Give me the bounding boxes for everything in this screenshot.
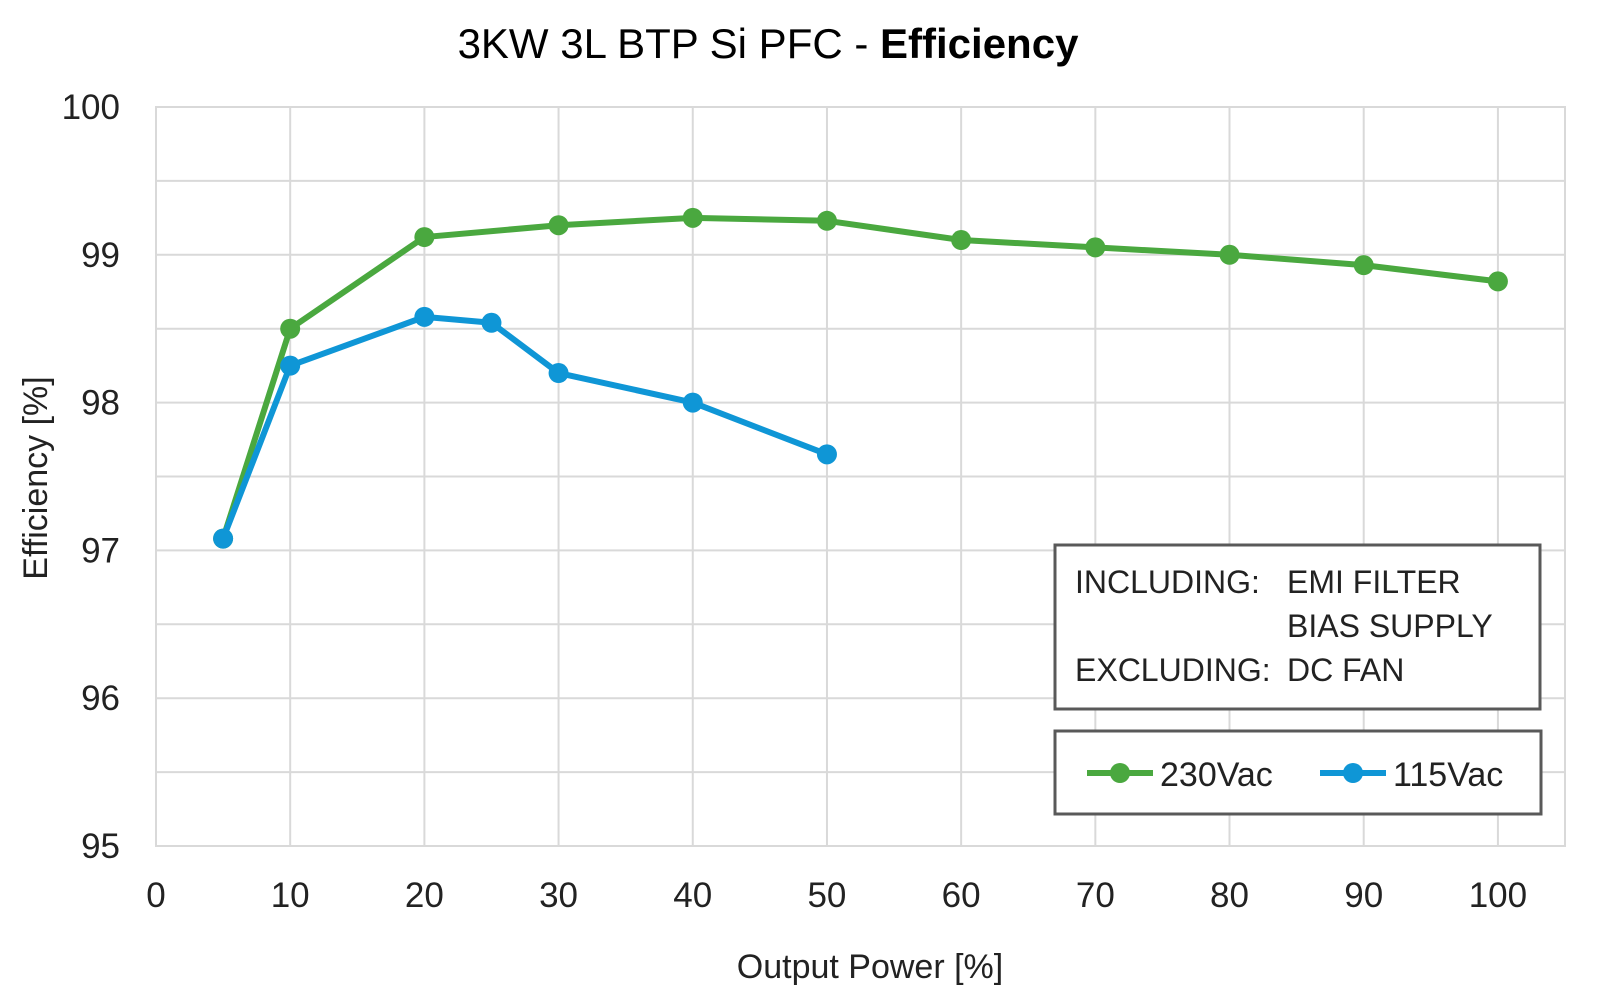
data-point-230vac bbox=[1487, 271, 1508, 292]
x-tick-label: 20 bbox=[405, 876, 444, 915]
x-tick-label: 30 bbox=[539, 876, 578, 915]
annotation-box: INCLUDING: EMI FILTER BIAS SUPPLY EXCLUD… bbox=[1053, 543, 1542, 711]
legend: 230Vac 115Vac bbox=[1053, 729, 1543, 816]
data-point-115vac bbox=[414, 306, 435, 327]
x-tick-labels: 0 10 20 30 40 50 60 70 80 90 100 bbox=[146, 876, 1527, 915]
chart-title-emphasis: Efficiency bbox=[880, 20, 1079, 67]
excluding-label: EXCLUDING: bbox=[1075, 652, 1271, 688]
data-point-115vac bbox=[481, 312, 502, 333]
data-point-230vac bbox=[816, 210, 837, 231]
annotation-frame bbox=[1053, 543, 1542, 711]
legend-label-115vac: 115Vac bbox=[1393, 756, 1503, 794]
data-point-115vac bbox=[213, 528, 234, 549]
including-label: INCLUDING: bbox=[1075, 564, 1260, 600]
x-tick-label: 100 bbox=[1469, 876, 1527, 915]
y-tick-label: 99 bbox=[81, 236, 120, 275]
y-tick-labels: 95 96 97 98 99 100 bbox=[62, 88, 120, 866]
x-tick-label: 90 bbox=[1344, 876, 1383, 915]
legend-marker-230vac bbox=[1110, 763, 1130, 783]
x-tick-label: 50 bbox=[807, 876, 846, 915]
data-point-230vac bbox=[280, 318, 301, 339]
legend-marker-115vac bbox=[1343, 763, 1363, 783]
data-point-115vac bbox=[682, 392, 703, 413]
x-tick-label: 0 bbox=[146, 876, 165, 915]
legend-label-230vac: 230Vac bbox=[1160, 756, 1273, 794]
series-layer bbox=[213, 207, 1508, 549]
x-axis-label: Output Power [%] bbox=[737, 948, 1003, 986]
data-point-115vac bbox=[548, 363, 569, 384]
chart-title-prefix: 3KW 3L BTP Si PFC - bbox=[458, 20, 880, 67]
data-point-230vac bbox=[1219, 244, 1240, 265]
plot-area bbox=[155, 106, 1566, 847]
data-point-230vac bbox=[682, 207, 703, 228]
data-point-230vac bbox=[1353, 255, 1374, 276]
data-point-230vac bbox=[1085, 237, 1106, 258]
data-point-115vac bbox=[816, 444, 837, 465]
including-item-bias-supply: BIAS SUPPLY bbox=[1287, 608, 1493, 644]
excluding-item-dc-fan: DC FAN bbox=[1287, 652, 1404, 688]
x-tick-label: 10 bbox=[271, 876, 310, 915]
y-tick-label: 96 bbox=[81, 679, 120, 718]
x-tick-label: 60 bbox=[942, 876, 981, 915]
data-point-230vac bbox=[414, 227, 435, 248]
y-axis-label: Efficiency [%] bbox=[17, 376, 55, 579]
x-tick-label: 40 bbox=[673, 876, 712, 915]
x-tick-label: 70 bbox=[1076, 876, 1115, 915]
including-item-emi-filter: EMI FILTER bbox=[1287, 564, 1461, 600]
data-point-115vac bbox=[280, 355, 301, 376]
y-tick-label: 100 bbox=[62, 88, 120, 127]
data-point-230vac bbox=[951, 230, 972, 251]
y-tick-label: 98 bbox=[81, 384, 120, 423]
y-tick-label: 97 bbox=[81, 531, 120, 570]
chart-title: 3KW 3L BTP Si PFC - Efficiency bbox=[458, 20, 1080, 67]
y-tick-label: 95 bbox=[81, 827, 120, 866]
data-point-230vac bbox=[548, 215, 569, 236]
x-tick-label: 80 bbox=[1210, 876, 1249, 915]
